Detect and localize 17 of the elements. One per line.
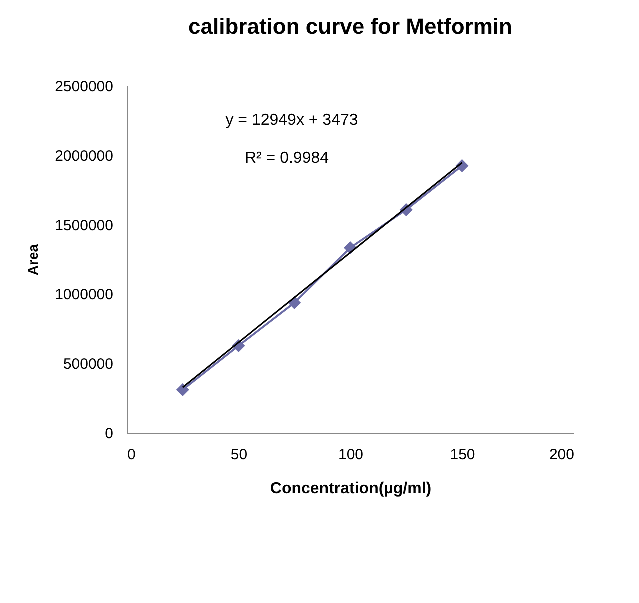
annotation: R² = 0.9984: [244, 150, 330, 167]
y-tick-label: 2000000: [55, 148, 114, 165]
chart-title: calibration curve for Metformin: [188, 14, 512, 39]
y-axis-title: Area: [25, 244, 42, 276]
y-tick-label: 2500000: [55, 78, 114, 96]
x-tick-label: 150: [450, 446, 476, 464]
y-tick-label: 500000: [63, 356, 114, 374]
annotation: y = 12949x + 3473: [226, 112, 358, 129]
y-tick-label: 0: [105, 426, 114, 442]
x-tick-label: 200: [549, 446, 574, 464]
x-axis-title: Concentration(µg/ml): [270, 480, 432, 498]
y-tick-label: 1000000: [55, 286, 114, 304]
y-tick-label: 1500000: [55, 217, 114, 234]
point: [176, 383, 190, 396]
x-tick-label: 0: [128, 446, 136, 464]
x-tick-label: 50: [230, 446, 248, 464]
x-tick-label: 100: [338, 446, 364, 464]
